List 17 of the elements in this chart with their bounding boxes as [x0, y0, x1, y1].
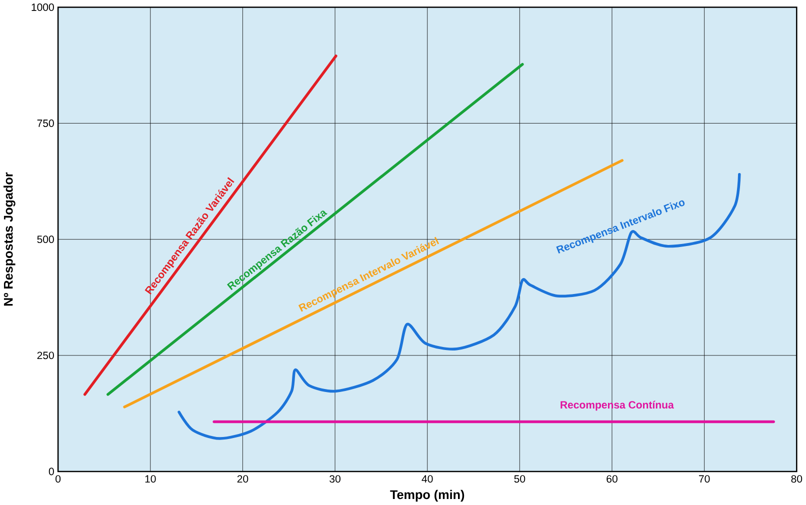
y-tick-label: 250	[37, 352, 54, 360]
y-tick-label: 750	[37, 120, 54, 127]
x-tick-label: 80	[791, 475, 802, 483]
x-tick-label: 40	[422, 475, 433, 483]
x-tick-label: 50	[514, 475, 526, 483]
series-label: Recompensa Contínua	[560, 400, 674, 411]
x-tick-label: 70	[699, 475, 710, 483]
x-tick-label: 20	[237, 475, 248, 483]
x-tick-label: 0	[56, 475, 61, 483]
x-axis-title: Tempo (min)	[390, 490, 464, 502]
x-tick-label: 10	[145, 475, 156, 483]
x-tick-label: 30	[330, 475, 340, 483]
x-tick-label: 60	[606, 475, 618, 483]
y-tick-label: 0	[48, 468, 54, 476]
y-tick-label: 500	[37, 236, 54, 244]
y-axis-title: Nº Respostas Jogador	[4, 172, 16, 306]
y-tick-label: 1000	[32, 3, 54, 11]
